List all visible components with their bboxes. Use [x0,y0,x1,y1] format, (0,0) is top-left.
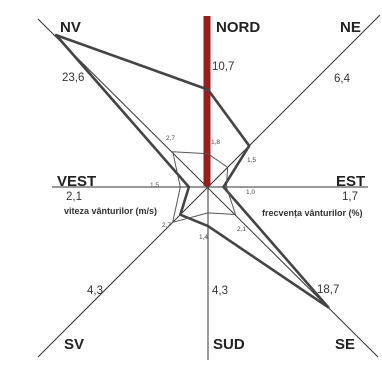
direction-label-se: SE [335,336,355,353]
speed-value-nord: 1,8 [211,139,220,146]
direction-label-nv: NV [60,19,81,36]
direction-label-nord: NORD [216,19,260,36]
direction-label-vest: VEST [57,173,96,190]
frequency-value-se: 18,7 [317,284,339,296]
frequency-value-nv: 23,6 [62,72,84,84]
frequency-value-vest: 2,1 [66,191,82,203]
speed-value-ne: 1,5 [247,157,256,164]
frequency-value-est: 1,7 [342,191,358,203]
direction-label-sv: SV [64,336,84,353]
speed-value-vest: 1,5 [150,182,159,189]
frequency-value-sud: 4,3 [212,285,228,297]
frequency-value-nord: 10,7 [212,61,234,73]
frequency-value-sv: 4,3 [87,285,103,297]
speed-value-sud: 1,4 [199,234,208,241]
speed-value-nv: 2,7 [166,135,175,142]
speed-value-est: 1,0 [246,189,255,196]
speed-polygon [172,151,236,223]
legend-frequency-label: frecvența vânturilor (%) [262,208,363,218]
direction-label-sud: SUD [213,336,245,353]
speed-value-sv: 2,7 [162,222,171,229]
legend-speed-label: viteza vânturilor (m/s) [64,206,157,216]
frequency-polygon [54,33,330,309]
frequency-value-ne: 6,4 [334,73,351,85]
speed-value-se: 2,1 [237,226,246,233]
north-frequency-bar [203,16,211,186]
direction-label-ne: NE [340,19,361,36]
direction-label-est: EST [336,173,365,190]
